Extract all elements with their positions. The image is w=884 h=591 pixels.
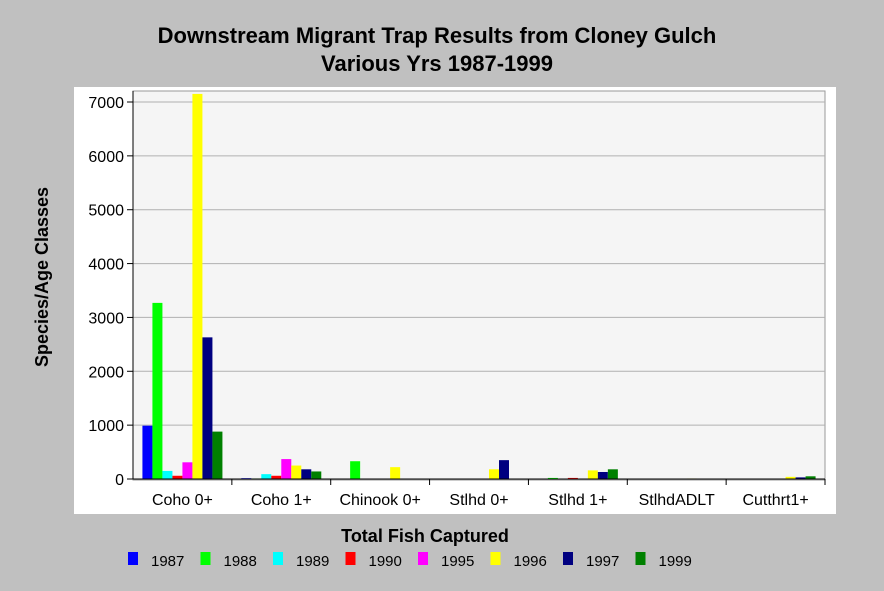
bar-1997 — [202, 337, 213, 479]
legend: 1987 1988 1989 1990 1995 1996 1997 1999 — [128, 552, 692, 570]
bar-1996 — [587, 470, 598, 479]
y-tick-label: 0 — [115, 472, 124, 489]
bar-1996 — [192, 93, 203, 480]
x-tick-label: Stlhd 0+ — [449, 492, 508, 509]
bar-1997 — [795, 477, 806, 479]
legend-label-1997: 1997 — [586, 553, 619, 570]
bar-1988 — [547, 477, 558, 479]
bar-1999 — [311, 471, 322, 479]
bar-1999 — [805, 476, 816, 479]
bar-1997 — [499, 460, 509, 479]
legend-swatch-1999 — [635, 552, 646, 565]
bar-1996 — [489, 469, 499, 479]
chart-subtitle: Various Yrs 1987-1999 — [321, 51, 553, 76]
legend-swatch-1988 — [200, 552, 211, 565]
y-tick-label: 1000 — [88, 418, 124, 435]
x-tick-label: Cutthrt1+ — [742, 492, 808, 509]
bar-1990 — [271, 475, 282, 479]
y-tick-label: 4000 — [88, 257, 124, 274]
y-tick-label: 6000 — [88, 149, 124, 166]
legend-swatch-1987 — [128, 552, 138, 565]
legend-label-1995: 1995 — [441, 553, 474, 570]
x-tick-label: Chinook 0+ — [339, 492, 420, 509]
legend-swatch-1996 — [490, 552, 501, 565]
legend-label-1988: 1988 — [224, 553, 257, 570]
y-tick-label: 2000 — [88, 364, 124, 381]
x-tick-label: Coho 0+ — [152, 492, 213, 509]
grid-lines — [133, 101, 825, 426]
bar-1990 — [172, 475, 183, 479]
bars — [142, 93, 816, 480]
bar-1996 — [785, 476, 796, 479]
legend-swatch-1989 — [273, 552, 283, 565]
x-tick-label: Stlhd 1+ — [548, 492, 607, 509]
y-tick-label: 5000 — [88, 203, 124, 220]
plot-area — [132, 90, 826, 481]
bar-1999 — [607, 469, 618, 479]
bar-1988 — [350, 461, 361, 479]
y-tick-label: 3000 — [88, 310, 124, 327]
bar-1996 — [390, 467, 401, 479]
x-tick-label: StlhdADLT — [639, 492, 715, 509]
bar-1987 — [142, 425, 153, 479]
bar-1995 — [182, 462, 193, 479]
x-axis-label: Total Fish Captured — [341, 526, 509, 546]
bar-1995 — [281, 459, 292, 479]
legend-label-1999: 1999 — [659, 553, 692, 570]
axes: 0 1000 2000 3000 4000 5000 6000 7000 Coho 0+ Coho… — [88, 91, 826, 509]
legend-label-1996: 1996 — [514, 553, 547, 570]
legend-swatch-1995 — [418, 552, 428, 565]
legend-swatch-1997 — [563, 552, 573, 565]
y-tick-label: 7000 — [88, 95, 124, 112]
y-axis-label: Species/Age Classes — [32, 187, 52, 367]
legend-label-1989: 1989 — [296, 553, 329, 570]
bar-1996 — [291, 465, 302, 479]
bar-1999 — [212, 431, 223, 479]
legend-label-1987: 1987 — [151, 553, 184, 570]
bar-1989 — [162, 470, 173, 479]
bar-1989 — [261, 474, 272, 479]
x-tick-label: Coho 1+ — [251, 492, 312, 509]
legend-label-1990: 1990 — [369, 553, 402, 570]
bar-1997 — [597, 471, 608, 479]
chart-title: Downstream Migrant Trap Results from Clo… — [158, 23, 717, 48]
bar-1990 — [567, 477, 578, 479]
legend-swatch-1990 — [345, 552, 356, 565]
bar-1997 — [301, 469, 312, 479]
bar-1988 — [152, 302, 163, 479]
